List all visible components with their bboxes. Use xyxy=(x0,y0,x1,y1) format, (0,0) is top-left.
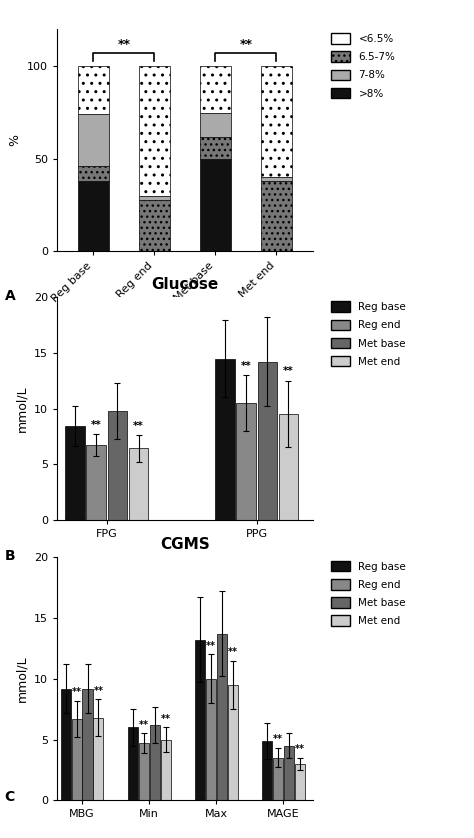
Text: **: ** xyxy=(161,714,171,724)
Text: **: ** xyxy=(133,421,144,431)
Bar xyxy=(228,685,238,800)
Bar xyxy=(195,640,205,800)
Text: B: B xyxy=(5,549,15,563)
Bar xyxy=(295,764,305,800)
Bar xyxy=(78,115,109,166)
Bar xyxy=(200,112,230,137)
Bar xyxy=(200,66,230,112)
Bar xyxy=(236,403,256,520)
Bar xyxy=(61,689,71,800)
Bar xyxy=(261,178,292,181)
Bar xyxy=(273,758,283,800)
Bar xyxy=(93,717,103,800)
Y-axis label: %: % xyxy=(9,134,21,147)
Bar xyxy=(217,634,227,800)
Bar xyxy=(150,725,160,800)
Bar xyxy=(161,740,171,800)
Y-axis label: mmol/L: mmol/L xyxy=(15,385,28,432)
Text: **: ** xyxy=(241,361,251,370)
Bar xyxy=(108,411,127,520)
Bar xyxy=(284,746,294,800)
Y-axis label: mmol/L: mmol/L xyxy=(15,655,28,702)
Title: Glucose: Glucose xyxy=(151,277,219,292)
Bar xyxy=(82,689,92,800)
Legend: Reg base, Reg end, Met base, Met end: Reg base, Reg end, Met base, Met end xyxy=(328,298,410,370)
Text: **: ** xyxy=(273,734,283,744)
Bar xyxy=(200,159,230,251)
Bar xyxy=(128,727,138,800)
Text: **: ** xyxy=(239,38,252,50)
Bar xyxy=(261,66,292,178)
Bar xyxy=(65,427,85,520)
Bar xyxy=(86,445,106,520)
Bar xyxy=(261,181,292,251)
Bar xyxy=(78,166,109,181)
Bar xyxy=(72,719,82,800)
Bar xyxy=(257,362,277,520)
Legend: <6.5%, 6.5-7%, 7-8%, >8%: <6.5%, 6.5-7%, 7-8%, >8% xyxy=(328,30,399,101)
Bar xyxy=(78,66,109,115)
Bar xyxy=(200,137,230,159)
Bar xyxy=(129,448,148,520)
Text: C: C xyxy=(5,790,15,804)
Bar xyxy=(139,199,170,251)
Bar xyxy=(139,196,170,199)
Text: **: ** xyxy=(206,641,216,651)
Text: **: ** xyxy=(91,420,101,430)
Bar xyxy=(78,181,109,251)
Text: **: ** xyxy=(295,744,305,754)
Title: CGMS: CGMS xyxy=(160,537,210,552)
Text: A: A xyxy=(5,289,16,303)
Text: **: ** xyxy=(72,687,82,697)
Bar xyxy=(262,741,272,800)
Bar xyxy=(139,66,170,196)
Text: **: ** xyxy=(283,366,294,376)
Text: **: ** xyxy=(118,38,130,50)
Bar xyxy=(206,679,216,800)
Bar xyxy=(139,743,149,800)
Bar xyxy=(215,359,235,520)
Text: **: ** xyxy=(228,647,237,657)
Bar xyxy=(279,414,298,520)
Legend: Reg base, Reg end, Met base, Met end: Reg base, Reg end, Met base, Met end xyxy=(328,557,410,629)
Text: **: ** xyxy=(93,685,103,696)
Text: **: ** xyxy=(139,720,149,730)
